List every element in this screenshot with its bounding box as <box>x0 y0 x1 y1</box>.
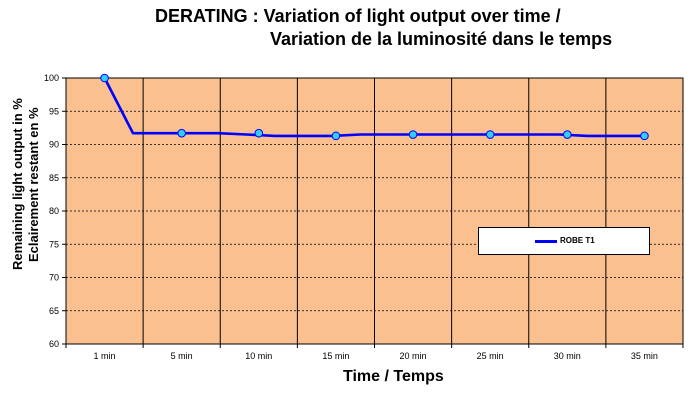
y-tick-label: 75 <box>49 239 59 249</box>
y-axis-label-english: Remaining light output in % <box>10 98 25 270</box>
series-line <box>103 77 645 138</box>
y-tick-label: 85 <box>49 173 59 183</box>
x-axis-label: Time / Temps <box>343 368 444 385</box>
x-tick-label: 35 min <box>631 351 658 361</box>
data-point <box>254 128 264 138</box>
data-point <box>100 73 109 83</box>
legend: ROBE T1 <box>478 227 650 255</box>
y-tick-label: 100 <box>44 73 59 83</box>
x-tick-label: 25 min <box>477 351 504 361</box>
legend-entry-label: ROBE T1 <box>560 236 595 245</box>
data-point <box>640 131 649 141</box>
x-tick-label: 15 min <box>322 351 349 361</box>
y-tick-label: 90 <box>49 140 59 150</box>
y-axis-label-french: Eclairement restant en % <box>26 107 41 262</box>
data-point <box>177 128 186 138</box>
x-tick-label: 10 min <box>245 351 272 361</box>
y-tick-label: 70 <box>49 273 59 283</box>
legend-swatch <box>535 240 557 243</box>
data-point <box>563 130 572 139</box>
chart-subtitle: Variation de la luminosité dans le temps <box>270 29 613 49</box>
chart-title: DERATING : Variation of light output ove… <box>155 6 561 26</box>
x-tick-label: 20 min <box>400 351 427 361</box>
data-point <box>331 131 341 141</box>
data-point <box>408 130 418 139</box>
x-tick-label: 30 min <box>554 351 581 361</box>
x-tick-label: 1 min <box>94 351 116 361</box>
y-tick-label: 65 <box>49 306 59 316</box>
y-tick-label: 60 <box>49 339 59 349</box>
y-tick-label: 95 <box>49 106 59 116</box>
data-point <box>485 130 495 139</box>
y-tick-label: 80 <box>49 206 59 216</box>
x-tick-label: 5 min <box>171 351 193 361</box>
